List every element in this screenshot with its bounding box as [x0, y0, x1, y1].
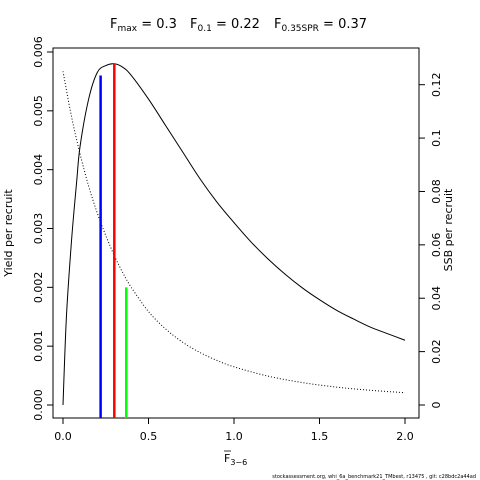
- y-axis-left: 0.000 0.001 0.002 0.003 0.004 0.005 0.006: [32, 36, 53, 421]
- y-right-tick-label: 0.08: [430, 179, 443, 204]
- reference-lines: [99, 63, 128, 418]
- y-axis-left-title: Yield per recruit: [2, 189, 15, 278]
- chart-title: Fmax = 0.3 F0.1 = 0.22 F0.35SPR = 0.37: [110, 17, 367, 34]
- y-right-tick-label: 0.02: [430, 339, 443, 364]
- y-right-tick-label: 0: [430, 402, 443, 409]
- plot-frame: [52, 47, 420, 419]
- footer-note: stockassessment.org, whi_6a_benchmark21_…: [272, 474, 476, 480]
- x-tick-label: 1.5: [311, 430, 329, 443]
- x-axis-title-text: F3−6: [224, 452, 247, 467]
- y-axis-right-title: SSB per recruit: [442, 188, 455, 271]
- y-left-tick-label: 0.000: [32, 389, 45, 421]
- series-group: [62, 63, 406, 406]
- x-axis: 0.0 0.5 1.0 1.5 2.0: [54, 418, 414, 443]
- y-right-tick-label: 0.1: [430, 129, 443, 147]
- x-tick-label: 0.5: [140, 430, 158, 443]
- y-right-tick-label: 0.06: [430, 233, 443, 258]
- yield-per-recruit-line: [62, 63, 406, 406]
- y-right-tick-label: 0.12: [430, 72, 443, 97]
- y-left-tick-label: 0.001: [32, 330, 45, 362]
- x-axis-title: F3−6: [224, 450, 247, 467]
- y-left-tick-label: 0.003: [32, 213, 45, 245]
- title-part-max: Fmax = 0.3: [110, 17, 177, 34]
- x-tick-label: 2.0: [396, 430, 414, 443]
- y-left-tick-label: 0.005: [32, 95, 45, 127]
- title-part-035SPR: F0.35SPR = 0.37: [274, 17, 367, 34]
- y-left-tick-label: 0.006: [32, 36, 45, 68]
- x-tick-label: 0.0: [54, 430, 72, 443]
- title-part-01: F0.1 = 0.22: [190, 17, 260, 34]
- ssb-per-recruit-line: [62, 71, 406, 394]
- y-axis-right: 0 0.02 0.04 0.06 0.08 0.1 0.12: [419, 72, 443, 409]
- y-left-tick-label: 0.004: [32, 154, 45, 186]
- y-left-tick-label: 0.002: [32, 272, 45, 304]
- y-right-tick-label: 0.04: [430, 286, 443, 311]
- x-tick-label: 1.0: [225, 430, 243, 443]
